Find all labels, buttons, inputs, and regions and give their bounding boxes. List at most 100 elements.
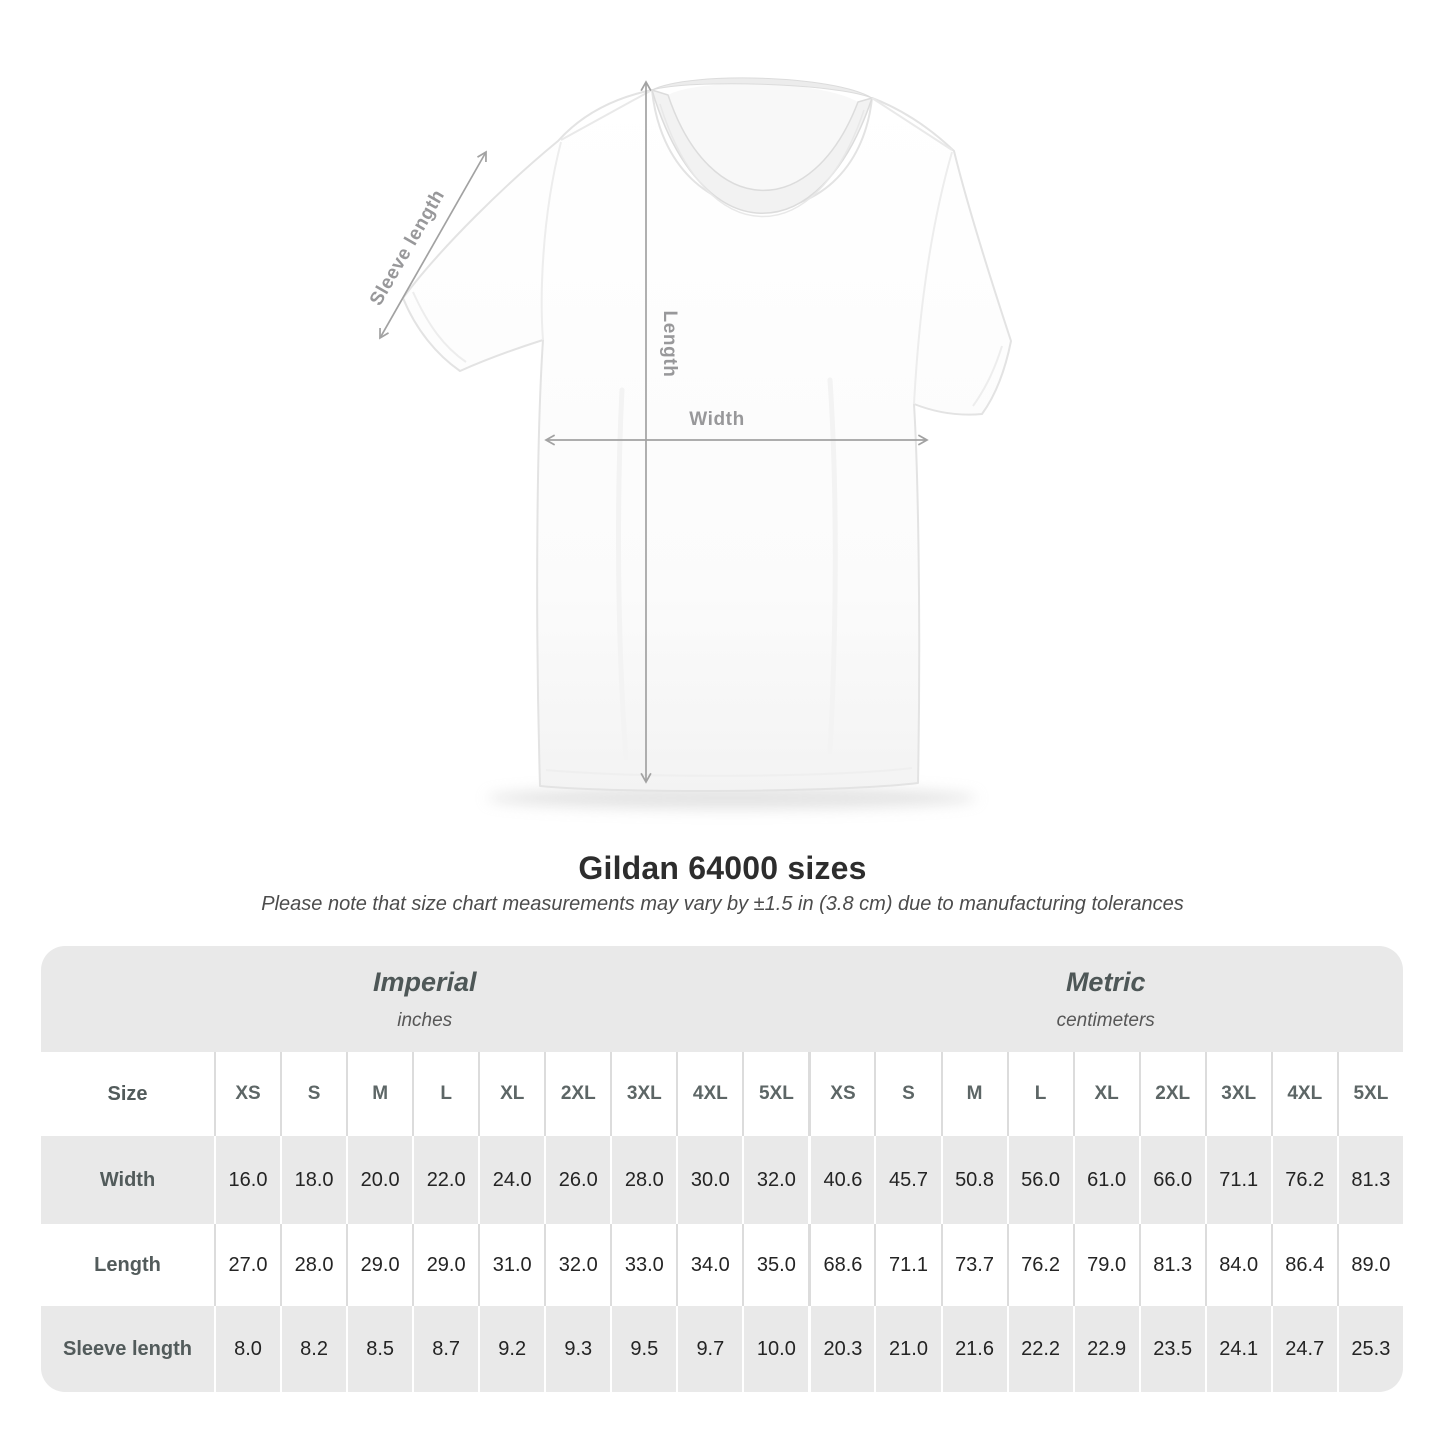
length-cell: 28.0 — [280, 1224, 347, 1306]
width-cell: 20.0 — [346, 1136, 413, 1224]
sleeve-cell: 8.7 — [412, 1306, 479, 1392]
length-cell: 29.0 — [412, 1224, 479, 1306]
size-col-metric-xl: XL — [1072, 1052, 1139, 1136]
page-title: Gildan 64000 sizes — [578, 850, 867, 886]
row-label-sleeve-length: Sleeve length — [41, 1306, 214, 1392]
neck-opening — [668, 83, 858, 191]
measurement-arrows — [379, 80, 929, 784]
size-col-metric-xs: XS — [808, 1052, 875, 1136]
row-label-width: Width — [41, 1136, 214, 1224]
size-chart-page: Sleeve length Length Width Gildan 64000 … — [41, 77, 1403, 1392]
sleeve-cell: 21.6 — [940, 1306, 1007, 1392]
sleeve-cell: 9.2 — [478, 1306, 545, 1392]
width-cell: 16.0 — [214, 1136, 281, 1224]
imperial-title: Imperial — [372, 966, 477, 997]
size-col-imperial-xl: XL — [478, 1052, 545, 1136]
size-col-imperial-2xl: 2XL — [544, 1052, 611, 1136]
imperial-unit: inches — [397, 1009, 453, 1031]
width-label: Width — [689, 409, 745, 430]
width-cell: 76.2 — [1270, 1136, 1337, 1224]
width-cell: 28.0 — [610, 1136, 677, 1224]
tolerance-note: Please note that size chart measurements… — [261, 893, 1184, 915]
sleeve-cell: 9.3 — [544, 1306, 611, 1392]
size-col-imperial-5xl: 5XL — [742, 1052, 809, 1136]
size-col-imperial-3xl: 3XL — [610, 1052, 677, 1136]
width-cell: 66.0 — [1138, 1136, 1205, 1224]
width-cell: 26.0 — [544, 1136, 611, 1224]
sleeve-cell: 9.5 — [610, 1306, 677, 1392]
sleeve-length-row: Sleeve length 8.0 8.2 8.5 8.7 9.2 9.3 9.… — [41, 1306, 1403, 1392]
size-col-metric-5xl: 5XL — [1336, 1052, 1403, 1136]
width-cell: 40.6 — [808, 1136, 875, 1224]
width-cell: 24.0 — [478, 1136, 545, 1224]
width-row: Width 16.0 18.0 20.0 22.0 24.0 26.0 28.0… — [41, 1136, 1403, 1224]
length-cell: 33.0 — [610, 1224, 677, 1306]
length-cell: 35.0 — [742, 1224, 809, 1306]
armhole-seams — [540, 141, 953, 405]
size-col-metric-m: M — [940, 1052, 1007, 1136]
size-corner-label: Size — [41, 1052, 214, 1136]
length-label: Length — [659, 310, 680, 378]
width-cell: 22.0 — [412, 1136, 479, 1224]
length-cell: 27.0 — [214, 1224, 281, 1306]
size-col-imperial-s: S — [280, 1052, 347, 1136]
imperial-section-header: Imperial inches — [41, 946, 809, 1052]
collar-back-band — [651, 77, 873, 99]
width-cell: 71.1 — [1204, 1136, 1271, 1224]
length-cell: 31.0 — [478, 1224, 545, 1306]
metric-title: Metric — [1065, 966, 1146, 997]
length-row: Length 27.0 28.0 29.0 29.0 31.0 32.0 33.… — [41, 1224, 1403, 1306]
length-cell: 68.6 — [808, 1224, 875, 1306]
length-cell: 86.4 — [1270, 1224, 1337, 1306]
size-col-imperial-m: M — [346, 1052, 413, 1136]
width-cell: 30.0 — [676, 1136, 743, 1224]
size-col-metric-s: S — [874, 1052, 941, 1136]
collar-stitch — [659, 103, 865, 218]
width-cell: 50.8 — [940, 1136, 1007, 1224]
sleeve-cell: 23.5 — [1138, 1306, 1205, 1392]
metric-section-header: Metric centimeters — [808, 946, 1403, 1052]
sleeve-cell: 21.0 — [874, 1306, 941, 1392]
tshirt-diagram: Sleeve length Length Width — [366, 77, 1012, 809]
sleeve-cell: 8.2 — [280, 1306, 347, 1392]
length-cell: 84.0 — [1204, 1224, 1271, 1306]
sleeve-length-arrow — [379, 150, 487, 340]
size-col-metric-l: L — [1006, 1052, 1073, 1136]
metric-unit: centimeters — [1056, 1009, 1155, 1031]
width-cell: 32.0 — [742, 1136, 809, 1224]
shoulder-seams — [560, 89, 953, 151]
length-cell: 81.3 — [1138, 1224, 1205, 1306]
size-table: Imperial inches Metric centimeters Size … — [41, 946, 1403, 1392]
tshirt-graphic — [402, 77, 1012, 792]
size-col-imperial-4xl: 4XL — [676, 1052, 743, 1136]
length-cell: 34.0 — [676, 1224, 743, 1306]
size-col-metric-3xl: 3XL — [1204, 1052, 1271, 1136]
length-cell: 79.0 — [1072, 1224, 1139, 1306]
width-cell: 18.0 — [280, 1136, 347, 1224]
shirt-shadow — [487, 787, 977, 809]
size-col-imperial-l: L — [412, 1052, 479, 1136]
length-cell: 89.0 — [1336, 1224, 1403, 1306]
length-cell: 76.2 — [1006, 1224, 1073, 1306]
length-cell: 73.7 — [940, 1224, 1007, 1306]
unit-header-row: Imperial inches Metric centimeters — [41, 946, 1403, 1052]
sleeve-cell: 20.3 — [808, 1306, 875, 1392]
sleeve-cell: 8.5 — [346, 1306, 413, 1392]
width-cell: 56.0 — [1006, 1136, 1073, 1224]
size-col-metric-4xl: 4XL — [1270, 1052, 1337, 1136]
sleeve-cell: 10.0 — [742, 1306, 809, 1392]
width-cell: 45.7 — [874, 1136, 941, 1224]
sleeve-cell: 9.7 — [676, 1306, 743, 1392]
length-cell: 29.0 — [346, 1224, 413, 1306]
length-cell: 32.0 — [544, 1224, 611, 1306]
size-header-row: Size XS S M L XL 2XL 3XL 4XL 5XL XS S M … — [41, 1052, 1403, 1136]
size-col-imperial-xs: XS — [214, 1052, 281, 1136]
size-col-metric-2xl: 2XL — [1138, 1052, 1205, 1136]
sleeve-cell: 24.7 — [1270, 1306, 1337, 1392]
sleeve-cell: 25.3 — [1336, 1306, 1403, 1392]
width-cell: 81.3 — [1336, 1136, 1403, 1224]
width-cell: 61.0 — [1072, 1136, 1139, 1224]
hem-stitch — [545, 767, 913, 777]
sleeve-cell: 8.0 — [214, 1306, 281, 1392]
sleeve-cell: 24.1 — [1204, 1306, 1271, 1392]
